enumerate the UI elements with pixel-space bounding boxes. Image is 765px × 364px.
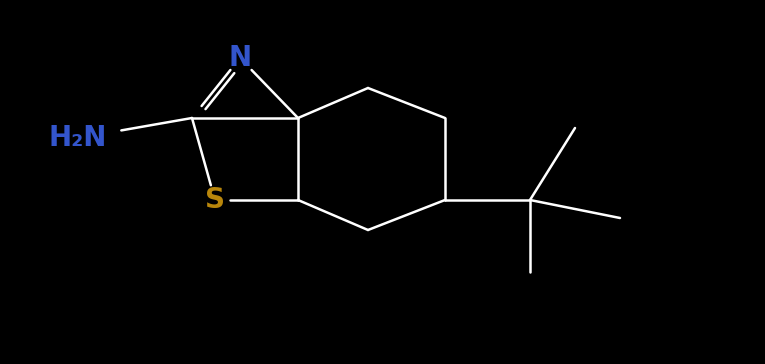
Text: N: N (229, 44, 252, 72)
Text: S: S (205, 186, 225, 214)
Text: H₂N: H₂N (49, 124, 107, 152)
